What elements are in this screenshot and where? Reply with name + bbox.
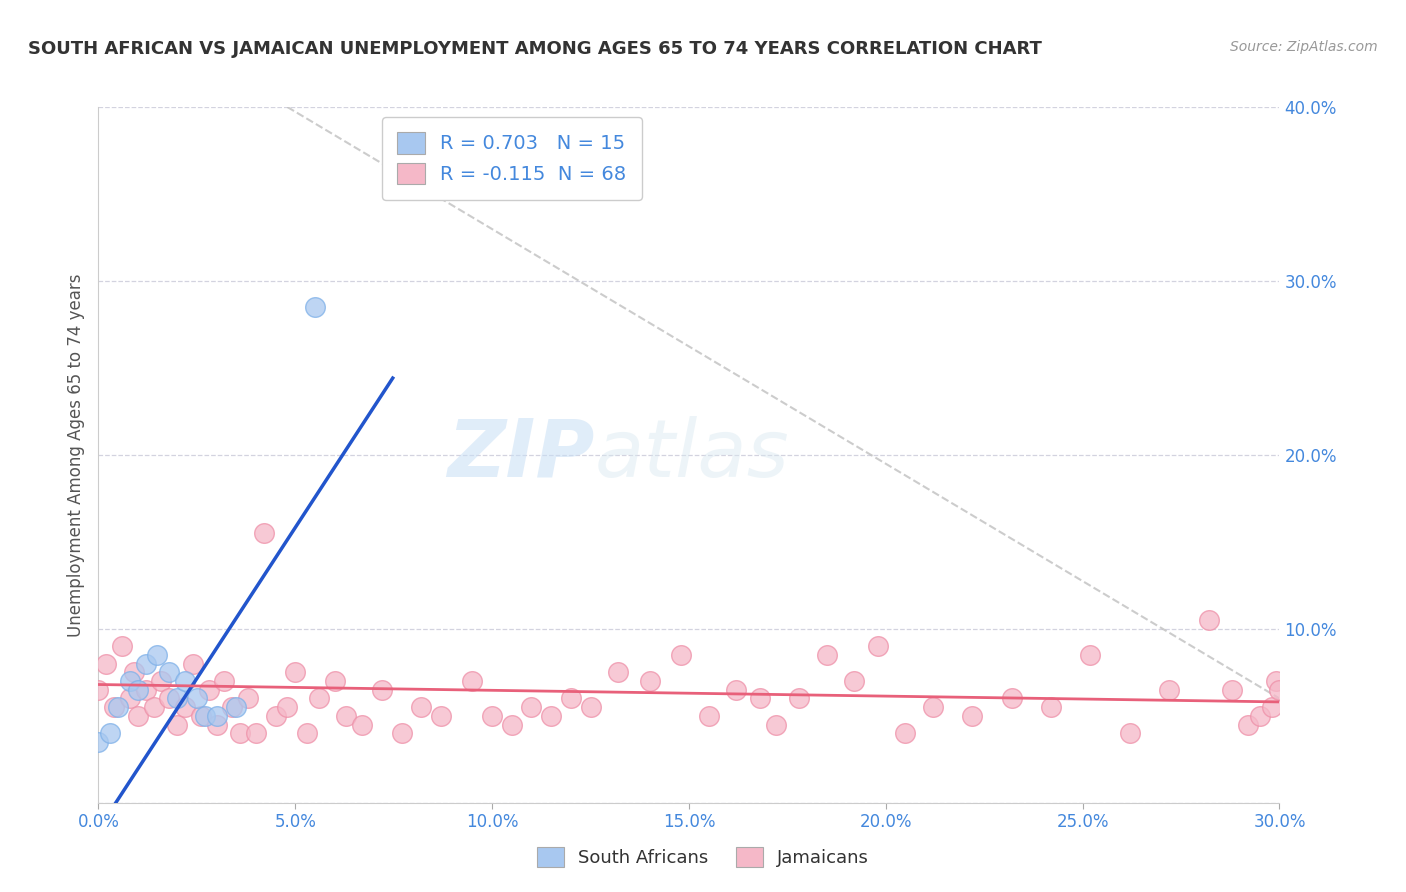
Point: [638, 674, 661, 689]
Point: [894, 726, 917, 740]
Point: [135, 682, 157, 697]
Point: [1237, 717, 1260, 731]
Point: [304, 300, 326, 314]
Point: [1198, 613, 1220, 627]
Point: [560, 691, 582, 706]
Point: [607, 665, 630, 680]
Point: [107, 700, 129, 714]
Point: [1119, 726, 1142, 740]
Point: [229, 726, 252, 740]
Point: [166, 717, 188, 731]
Point: [127, 682, 149, 697]
Point: [1249, 708, 1271, 723]
Point: [142, 700, 165, 714]
Point: [371, 682, 394, 697]
Text: Source: ZipAtlas.com: Source: ZipAtlas.com: [1230, 40, 1378, 54]
Point: [111, 639, 134, 653]
Point: [214, 674, 236, 689]
Point: [122, 665, 145, 680]
Point: [787, 691, 810, 706]
Point: [1260, 700, 1282, 714]
Point: [166, 691, 188, 706]
Point: [520, 700, 543, 714]
Point: [481, 708, 503, 723]
Point: [87, 682, 110, 697]
Point: [748, 691, 770, 706]
Point: [765, 717, 787, 731]
Point: [866, 639, 889, 653]
Point: [135, 657, 157, 671]
Point: [118, 691, 141, 706]
Point: [295, 726, 318, 740]
Point: [1220, 682, 1243, 697]
Point: [352, 717, 374, 731]
Point: [962, 708, 984, 723]
Point: [284, 665, 307, 680]
Point: [146, 648, 169, 662]
Point: [1040, 700, 1063, 714]
Point: [205, 717, 228, 731]
Point: [1001, 691, 1024, 706]
Point: [98, 726, 121, 740]
Legend: South Africans, Jamaicans: South Africans, Jamaicans: [530, 839, 876, 874]
Point: [150, 674, 173, 689]
Point: [922, 700, 945, 714]
Point: [501, 717, 523, 731]
Point: [181, 657, 204, 671]
Point: [1264, 674, 1286, 689]
Point: [308, 691, 330, 706]
Point: [697, 708, 720, 723]
Point: [225, 700, 247, 714]
Point: [579, 700, 602, 714]
Point: [411, 700, 433, 714]
Point: [221, 700, 243, 714]
Point: [174, 674, 197, 689]
Point: [844, 674, 866, 689]
Point: [174, 700, 197, 714]
Text: atlas: atlas: [595, 416, 789, 494]
Point: [276, 700, 298, 714]
Point: [1080, 648, 1102, 662]
Point: [186, 691, 208, 706]
Point: [725, 682, 748, 697]
Point: [190, 708, 212, 723]
Y-axis label: Unemployment Among Ages 65 to 74 years: Unemployment Among Ages 65 to 74 years: [66, 273, 84, 637]
Text: SOUTH AFRICAN VS JAMAICAN UNEMPLOYMENT AMONG AGES 65 TO 74 YEARS CORRELATION CHA: SOUTH AFRICAN VS JAMAICAN UNEMPLOYMENT A…: [28, 40, 1042, 58]
Point: [335, 708, 357, 723]
Point: [540, 708, 562, 723]
Point: [245, 726, 267, 740]
Point: [87, 735, 110, 749]
Point: [1159, 682, 1181, 697]
Point: [461, 674, 484, 689]
Point: [103, 700, 125, 714]
Point: [157, 691, 180, 706]
Point: [1268, 682, 1291, 697]
Point: [669, 648, 692, 662]
Point: [127, 708, 149, 723]
Point: [157, 665, 180, 680]
Point: [815, 648, 838, 662]
Point: [236, 691, 259, 706]
Point: [323, 674, 346, 689]
Legend: R = 0.703   N = 15, R = -0.115  N = 68: R = 0.703 N = 15, R = -0.115 N = 68: [382, 117, 641, 200]
Point: [430, 708, 453, 723]
Point: [205, 708, 228, 723]
Point: [264, 708, 287, 723]
Point: [391, 726, 413, 740]
Point: [253, 526, 276, 541]
Point: [194, 708, 217, 723]
Point: [197, 682, 219, 697]
Point: [96, 657, 118, 671]
Point: [118, 674, 141, 689]
Text: ZIP: ZIP: [447, 416, 595, 494]
